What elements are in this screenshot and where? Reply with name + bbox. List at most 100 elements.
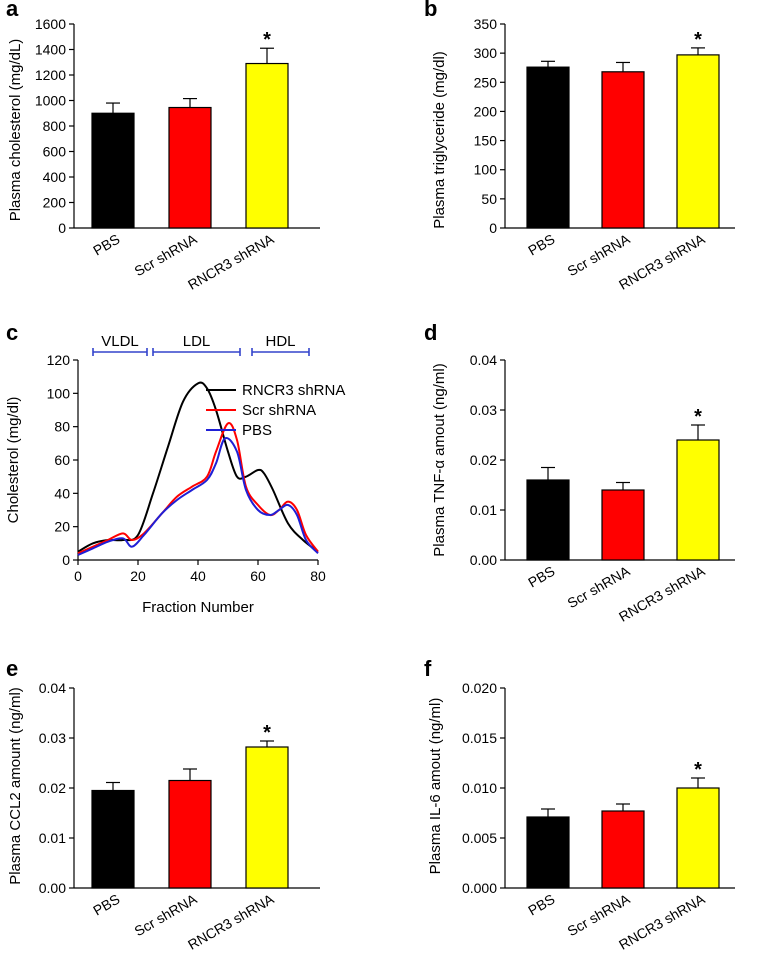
panel-d: d Plasma TNF-α amout (ng/ml) 0.00 0.01 0.0… [424, 320, 735, 625]
panel-d-bar-pbs [526, 479, 570, 561]
panel-c-x-tick-label: 0 [74, 568, 82, 584]
panel-b-y-tick-label: 350 [474, 16, 498, 32]
panel-c-region-label-ldl: LDL [183, 333, 211, 350]
panel-e-y-tick-label: 0.00 [39, 880, 66, 896]
panel-a-y-tick-label: 0 [58, 220, 66, 236]
panel-f-y-tick-label: 0.020 [462, 680, 497, 696]
panel-a-bar-rncr3-shrna [245, 62, 289, 229]
panel-f-y-axis-title: Plasma IL-6 amout (ng/ml) [427, 698, 444, 875]
panel-a-y-tick-label: 1600 [35, 16, 66, 32]
panel-c-series-line-scr-shrna [77, 422, 319, 555]
panel-c-region-label-hdl: HDL [265, 333, 295, 350]
panel-f-bar-pbs [526, 816, 570, 889]
panel-c-y-tick-label: 100 [47, 385, 71, 401]
panel-e-category-label: RNCR3 shRNA [185, 890, 277, 952]
panel-b-bar-scr-shrna [601, 71, 645, 229]
panel-f-category-label: RNCR3 shRNA [616, 890, 708, 952]
panel-e-y-axis-title: Plasma CCL2 amount (ng/ml) [7, 687, 24, 885]
panel-c-plot: 0 20 40 60 80 100 120 0 20 40 60 80 VLDL LDL HDL RNCR3 … [47, 333, 346, 584]
panel-e-y-tick-label: 0.03 [39, 730, 66, 746]
panel-c-y-tick-label: 40 [54, 485, 70, 501]
panel-e-bar-scr-shrna [168, 779, 212, 889]
panel-e-bar-pbs [91, 789, 135, 889]
panel-d-y-axis-title: Plasma TNF-α amout (ng/ml) [431, 363, 448, 556]
panel-f-significance-star: * [694, 759, 702, 781]
panel-a-y-axis-title: Plasma cholesterol (mg/dL) [7, 39, 24, 222]
panel-b-y-tick-label: 50 [481, 191, 497, 207]
panel-a-y-tick-label: 200 [43, 195, 67, 211]
panel-b-y-tick-label: 100 [474, 162, 498, 178]
panel-d-y-tick-label: 0.01 [470, 502, 497, 518]
panel-b-plot: 0 50 100 150 200 250 300 350 PBS Scr shRNA * RNCR3 … [474, 16, 735, 293]
panel-f: f Plasma IL-6 amout (ng/ml) 0.0000.0050.… [424, 656, 735, 953]
panel-e-category-label: Scr shRNA [132, 890, 201, 939]
panel-d-y-tick-label: 0.04 [470, 352, 497, 368]
panel-c-legend-label-rncr3-shrna: RNCR3 shRNA [242, 382, 345, 399]
panel-d-bar-scr-shrna [601, 489, 645, 561]
panel-c-y-tick-label: 120 [47, 352, 71, 368]
panel-e-y-tick-label: 0.01 [39, 830, 66, 846]
panel-c: c Cholesterol (mg/dl) Fraction Number 0 2… [5, 320, 345, 616]
panel-c-x-tick-label: 60 [250, 568, 266, 584]
panel-a-category-label: PBS [90, 231, 122, 259]
panel-f-y-tick-label: 0.005 [462, 830, 497, 846]
panel-d-category-label: PBS [525, 563, 557, 591]
panel-e-y-tick-label: 0.02 [39, 780, 66, 796]
panel-b-significance-star: * [694, 29, 702, 51]
panel-a-y-tick-label: 600 [43, 144, 67, 160]
panel-f-category-label: Scr shRNA [565, 890, 634, 939]
panel-a-bar-pbs [91, 112, 135, 229]
panel-c-x-axis-title: Fraction Number [142, 599, 254, 616]
panel-c-legend-label-scr-shrna: Scr shRNA [242, 402, 316, 419]
panel-c-legend-label-pbs: PBS [242, 422, 272, 439]
panel-e-y-tick-label: 0.04 [39, 680, 66, 696]
panel-letter-c: c [6, 320, 18, 345]
panel-c-region-label-vldl: VLDL [101, 333, 139, 350]
panel-a-y-tick-label: 1000 [35, 93, 66, 109]
panel-c-x-tick-label: 40 [190, 568, 206, 584]
panel-b-y-tick-label: 250 [474, 74, 498, 90]
panel-f-bar-scr-shrna [601, 810, 645, 889]
panel-b-y-tick-label: 200 [474, 103, 498, 119]
panel-f-y-tick-label: 0.015 [462, 730, 497, 746]
panel-a-category-label: Scr shRNA [132, 230, 201, 279]
panel-a-y-tick-label: 1400 [35, 42, 66, 58]
panel-f-plot: 0.000 0.005 0.010 0.015 0.020 PBS Scr shRNA * RN… [462, 680, 735, 953]
panel-a-significance-star: * [263, 29, 271, 51]
panel-f-y-tick-label: 0.010 [462, 780, 497, 796]
panel-letter-e: e [6, 656, 18, 681]
panel-b-y-tick-label: 0 [489, 220, 497, 236]
panel-c-y-tick-label: 0 [62, 552, 70, 568]
panel-letter-f: f [424, 656, 432, 681]
panel-c-y-tick-label: 20 [54, 519, 70, 535]
panel-f-y-tick-label: 0.000 [462, 880, 497, 896]
panel-a-bar-scr-shrna [168, 106, 212, 229]
panel-c-y-tick-label: 60 [54, 452, 70, 468]
panel-d-category-label: RNCR3 shRNA [616, 562, 708, 624]
panel-b-category-label: RNCR3 shRNA [616, 230, 708, 292]
panel-a-y-tick-label: 800 [43, 118, 67, 134]
panel-c-y-axis-title: Cholesterol (mg/dl) [5, 397, 22, 524]
panel-d-y-tick-label: 0.00 [470, 552, 497, 568]
panel-letter-a: a [6, 0, 19, 21]
panel-d-y-tick-label: 0.02 [470, 452, 497, 468]
panel-b-bar-pbs [526, 66, 570, 229]
panel-a-y-tick-label: 1200 [35, 67, 66, 83]
panel-b-bar-rncr3-shrna [676, 54, 720, 229]
panel-d-significance-star: * [694, 406, 702, 428]
panel-b-y-axis-title: Plasma triglyceride (mg/dl) [431, 51, 448, 229]
panel-b-y-tick-label: 150 [474, 133, 498, 149]
panel-e-significance-star: * [263, 722, 271, 744]
panel-d-plot: 0.00 0.01 0.02 0.03 0.04 PBS Scr shRNA * RNCR3 s… [470, 352, 735, 625]
panel-letter-b: b [424, 0, 437, 21]
panel-d-bar-rncr3-shrna [676, 439, 720, 561]
panel-c-y-tick-label: 80 [54, 419, 70, 435]
panel-a: a Plasma cholesterol (mg/dL) 0 200 400 600 8… [6, 0, 320, 293]
panel-letter-d: d [424, 320, 437, 345]
panel-b: b Plasma triglyceride (mg/dl) 0 50 100 150 2… [424, 0, 735, 293]
panel-f-category-label: PBS [525, 891, 557, 919]
panel-c-x-tick-label: 80 [310, 568, 326, 584]
panel-a-category-label: RNCR3 shRNA [185, 230, 277, 292]
panel-e-bar-rncr3-shrna [245, 746, 289, 889]
